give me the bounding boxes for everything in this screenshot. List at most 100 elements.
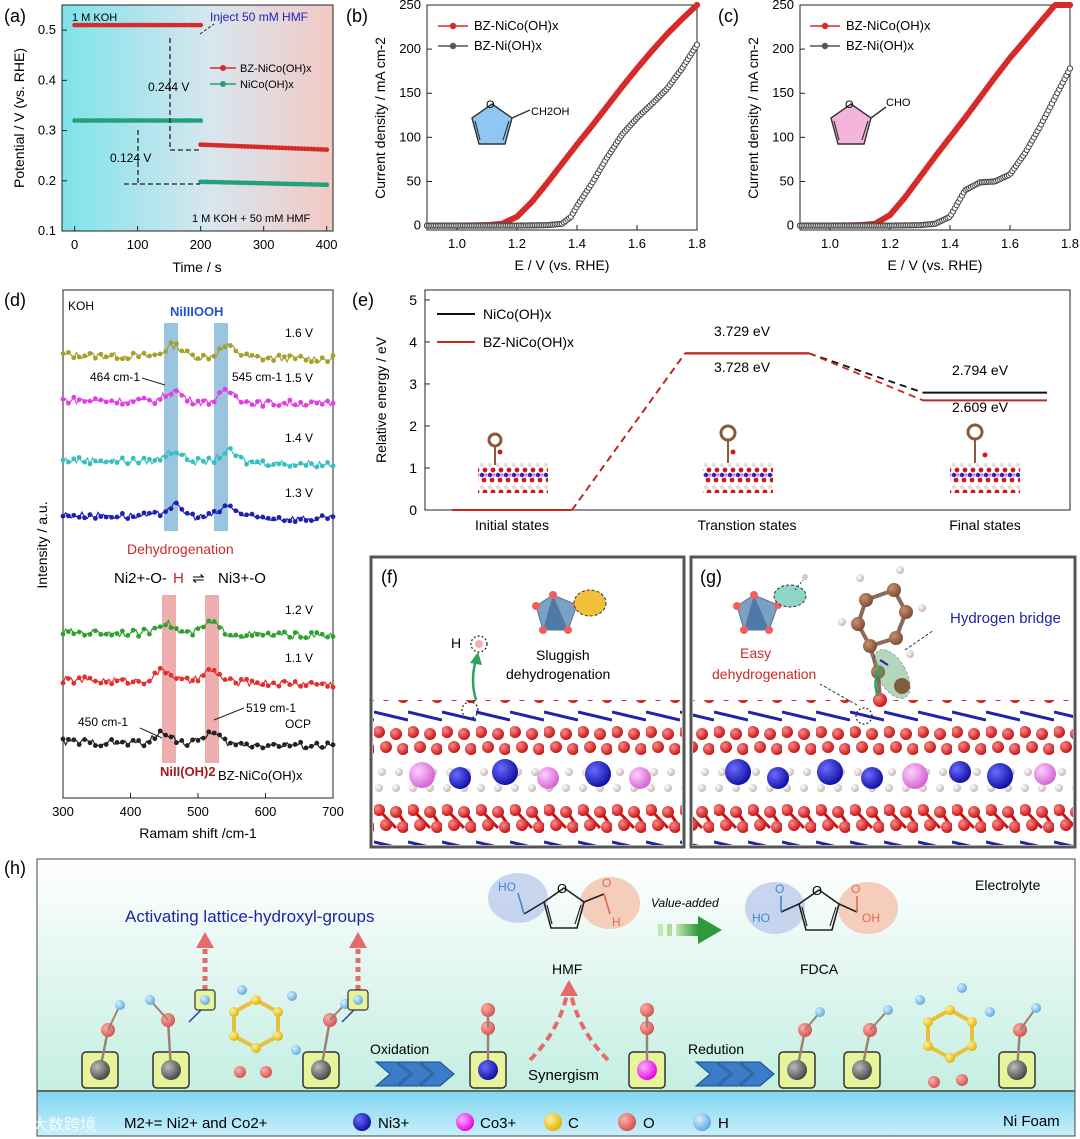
x-tick-label: 400 xyxy=(120,804,142,819)
spectrum-point xyxy=(120,356,125,362)
spectrum-point xyxy=(141,743,147,749)
y-tick-label: 3 xyxy=(409,376,417,392)
data-point xyxy=(198,22,204,28)
y-tick-label: 150 xyxy=(399,85,421,100)
spectrum-label: 1.6 V xyxy=(285,326,313,340)
spectrum-point xyxy=(222,386,228,392)
value-label-3728: 3.728 eV xyxy=(714,359,771,375)
spectrum-point xyxy=(98,397,104,403)
spectrum-point xyxy=(60,350,66,356)
spectrum-point xyxy=(152,625,158,631)
spectrum-point xyxy=(228,343,233,348)
spectrum-point xyxy=(66,349,71,355)
spectrum-point xyxy=(276,514,282,520)
energy-connector xyxy=(808,352,924,402)
spectrum-point xyxy=(174,341,179,347)
spectrum-point xyxy=(179,506,185,512)
spectrum-point xyxy=(125,742,131,748)
spectrum-point xyxy=(298,683,303,689)
fdca-molecule: O O HO O OH xyxy=(745,882,898,934)
spectrum-point xyxy=(309,399,314,405)
spectrum-point xyxy=(330,514,336,520)
spectrum-point xyxy=(120,628,125,634)
spectrum-point xyxy=(136,679,142,684)
spectrum-point xyxy=(265,398,271,404)
panel-d-equation: Ni2+-O- H ⇌ Ni3+-O xyxy=(114,570,266,587)
spectrum-point xyxy=(201,398,206,404)
spectrum-point xyxy=(325,740,330,746)
x-tick-label: 600 xyxy=(255,804,277,819)
spectrum-point xyxy=(265,630,271,636)
panel-f-octahedron xyxy=(532,589,607,634)
spectrum-point xyxy=(66,459,71,465)
panel-h-metal-sites xyxy=(81,989,1041,1089)
spectrum-point xyxy=(190,737,196,743)
spectrum-point xyxy=(76,675,82,681)
spectrum-point xyxy=(314,516,320,522)
spectrum-point xyxy=(168,392,174,397)
spectrum-point xyxy=(255,742,260,748)
panel-h-hmf: HMF xyxy=(552,961,582,977)
spectrum-point xyxy=(141,455,147,461)
panel-b-series xyxy=(423,1,701,229)
spectrum-point xyxy=(255,680,260,686)
spectrum-point xyxy=(152,401,158,407)
data-point xyxy=(324,182,330,188)
spectrum-point xyxy=(136,396,142,402)
spectrum-point xyxy=(168,625,174,631)
watermark: 大数跨境 xyxy=(32,1115,96,1134)
spectrum-point xyxy=(303,402,309,408)
spectrum-point xyxy=(147,510,152,516)
spectrum-point xyxy=(109,632,114,638)
spectrum-label: OCP xyxy=(285,717,311,731)
y-tick-label: 0 xyxy=(414,218,421,233)
x-tick-label: 400 xyxy=(316,237,338,252)
spectrum-point xyxy=(179,629,185,634)
spectrum-point xyxy=(282,518,287,524)
spectrum-point xyxy=(303,683,309,689)
spectrum-point xyxy=(82,353,87,359)
panel-c-legend: BZ-NiCo(OH)x BZ-Ni(OH)x xyxy=(810,18,931,53)
spectrum-point xyxy=(93,396,98,402)
spectrum-point xyxy=(325,516,330,522)
spectrum-point xyxy=(195,455,201,461)
panel-d-niiiooh: NiIIIOOH xyxy=(170,304,223,319)
molecule-b-o: O xyxy=(486,99,495,111)
spectrum-point xyxy=(222,736,228,742)
broken-bond-mark xyxy=(188,1009,202,1023)
spectrum-point xyxy=(303,357,309,363)
y-tick-label: 250 xyxy=(399,0,421,12)
spectrum-point xyxy=(163,732,169,738)
spectrum-point xyxy=(314,681,320,687)
spectrum-point xyxy=(98,680,104,686)
spectrum-point xyxy=(260,745,266,751)
spectrum-point xyxy=(120,677,125,682)
spectrum-label: 1.2 V xyxy=(285,603,313,617)
spectrum-point xyxy=(136,738,142,743)
panel-c-label: (c) xyxy=(718,6,739,26)
panel-d-ylabel: Intensity / a.u. xyxy=(34,501,50,588)
oxygen-atom xyxy=(640,1003,654,1017)
panel-f-text1: Sluggish xyxy=(536,647,590,663)
spectrum-point xyxy=(255,514,260,520)
spectrum-point xyxy=(130,350,136,356)
spectrum-point xyxy=(287,397,293,403)
spectrum-point xyxy=(195,678,201,684)
spectrum-point xyxy=(222,451,228,456)
spectrum-point xyxy=(271,633,276,638)
fdca-ho: HO xyxy=(752,911,770,925)
fdca-right-o: O xyxy=(851,882,860,896)
spectrum-point xyxy=(157,397,163,402)
panel-f-label: (f) xyxy=(381,567,398,587)
spectrum-point xyxy=(184,348,190,354)
spectrum-point xyxy=(265,743,271,748)
panel-g-octahedron xyxy=(733,574,808,634)
y-tick-label: 200 xyxy=(399,41,421,56)
spectrum-point xyxy=(147,739,152,745)
spectrum-point xyxy=(109,737,114,742)
spectrum-point xyxy=(282,462,287,467)
y-tick-label: 0.5 xyxy=(38,22,56,37)
value-label-2794: 2.794 eV xyxy=(952,362,1009,378)
hmf-o: O xyxy=(557,881,567,896)
panel-g-text2: dehydrogenation xyxy=(712,666,816,682)
